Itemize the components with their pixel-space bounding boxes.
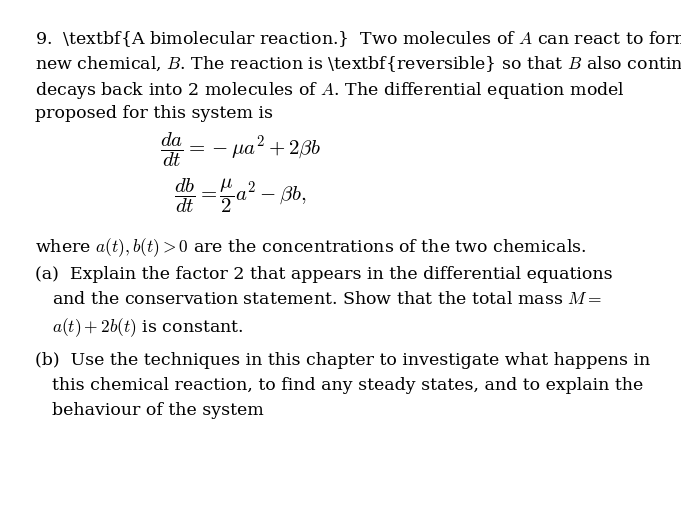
Text: $\dfrac{db}{dt} = \dfrac{\mu}{2}a^2 - \beta b,$: $\dfrac{db}{dt} = \dfrac{\mu}{2}a^2 - \b… xyxy=(174,176,306,215)
Text: where $a(t), b(t) > 0$ are the concentrations of the two chemicals.: where $a(t), b(t) > 0$ are the concentra… xyxy=(35,236,586,259)
Text: behaviour of the system: behaviour of the system xyxy=(52,402,264,419)
Text: (a)  Explain the factor 2 that appears in the differential equations: (a) Explain the factor 2 that appears in… xyxy=(35,266,612,283)
Text: $\dfrac{da}{dt} = -\mu a^2 + 2\beta b$: $\dfrac{da}{dt} = -\mu a^2 + 2\beta b$ xyxy=(159,131,321,169)
Text: this chemical reaction, to find any steady states, and to explain the: this chemical reaction, to find any stea… xyxy=(52,377,643,394)
Text: decays back into 2 molecules of $A$. The differential equation model: decays back into 2 molecules of $A$. The… xyxy=(35,80,624,100)
Text: and the conservation statement. Show that the total mass $M =$: and the conservation statement. Show tha… xyxy=(52,292,601,308)
Text: (b)  Use the techniques in this chapter to investigate what happens in: (b) Use the techniques in this chapter t… xyxy=(35,352,650,369)
Text: 9.  \textbf{A bimolecular reaction.}  Two molecules of $A$ can react to form a: 9. \textbf{A bimolecular reaction.} Two … xyxy=(35,29,681,49)
Text: $a(t)+2b(t)$ is constant.: $a(t)+2b(t)$ is constant. xyxy=(52,316,243,339)
Text: proposed for this system is: proposed for this system is xyxy=(35,105,273,122)
Text: new chemical, $B$. The reaction is \textbf{reversible} so that $B$ also continua: new chemical, $B$. The reaction is \text… xyxy=(35,54,681,76)
